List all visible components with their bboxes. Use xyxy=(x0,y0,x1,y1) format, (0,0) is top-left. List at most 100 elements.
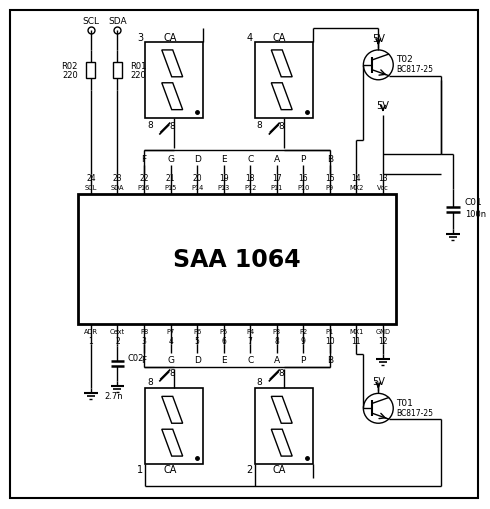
Text: E: E xyxy=(221,155,226,163)
Text: P11: P11 xyxy=(270,185,283,191)
Text: 220: 220 xyxy=(62,71,78,80)
Text: 12: 12 xyxy=(378,336,388,346)
Text: F: F xyxy=(142,155,147,163)
Text: Vcc: Vcc xyxy=(377,185,389,191)
Text: T01: T01 xyxy=(396,398,413,407)
Bar xyxy=(255,43,313,119)
Text: G: G xyxy=(167,155,174,163)
Text: G: G xyxy=(167,355,174,364)
Text: CA: CA xyxy=(163,33,176,43)
Text: 10: 10 xyxy=(325,336,335,346)
Text: P14: P14 xyxy=(191,185,203,191)
Text: 4: 4 xyxy=(247,33,253,43)
Text: 8: 8 xyxy=(170,368,175,377)
Text: 8: 8 xyxy=(279,122,285,131)
Text: 5V: 5V xyxy=(372,34,385,44)
Text: T02: T02 xyxy=(396,55,413,64)
Text: 8: 8 xyxy=(257,377,263,386)
Text: P12: P12 xyxy=(244,185,256,191)
Text: CA: CA xyxy=(273,33,286,43)
Text: BC817-25: BC817-25 xyxy=(396,408,433,417)
Text: E: E xyxy=(221,355,226,364)
Text: P16: P16 xyxy=(138,185,150,191)
Text: R02: R02 xyxy=(62,62,78,71)
Text: D: D xyxy=(194,155,200,163)
Text: SDA: SDA xyxy=(108,16,127,25)
Text: 8: 8 xyxy=(170,122,175,131)
Text: P15: P15 xyxy=(164,185,177,191)
Text: 5: 5 xyxy=(195,336,199,346)
Text: C01: C01 xyxy=(465,197,483,206)
Text: Cext: Cext xyxy=(110,328,125,334)
Text: D: D xyxy=(194,355,200,364)
Polygon shape xyxy=(271,51,292,78)
Text: R01: R01 xyxy=(130,62,147,71)
Text: 17: 17 xyxy=(272,174,282,183)
Text: 11: 11 xyxy=(352,336,361,346)
Bar xyxy=(255,389,313,464)
Text: SCL: SCL xyxy=(82,16,99,25)
Text: 4: 4 xyxy=(168,336,173,346)
Text: A: A xyxy=(274,155,280,163)
Text: P10: P10 xyxy=(297,185,310,191)
Text: 20: 20 xyxy=(192,174,202,183)
Text: 2: 2 xyxy=(246,464,253,474)
Polygon shape xyxy=(271,83,292,110)
Text: 18: 18 xyxy=(245,174,255,183)
Bar xyxy=(146,389,203,464)
Text: P8: P8 xyxy=(140,328,148,334)
Text: P4: P4 xyxy=(246,328,254,334)
Text: 5V: 5V xyxy=(376,100,390,110)
Text: SDA: SDA xyxy=(111,185,124,191)
Text: 5V: 5V xyxy=(372,377,385,387)
Text: 13: 13 xyxy=(378,174,388,183)
Text: 1: 1 xyxy=(89,336,93,346)
Text: P7: P7 xyxy=(167,328,175,334)
Text: P: P xyxy=(301,155,306,163)
Polygon shape xyxy=(162,83,183,110)
Polygon shape xyxy=(162,397,183,423)
Text: 22: 22 xyxy=(139,174,149,183)
Polygon shape xyxy=(162,51,183,78)
Text: 100n: 100n xyxy=(465,209,486,218)
Text: SAA 1064: SAA 1064 xyxy=(173,247,301,271)
Text: SCL: SCL xyxy=(85,185,97,191)
Text: 15: 15 xyxy=(325,174,335,183)
Text: 7: 7 xyxy=(248,336,253,346)
Text: 8: 8 xyxy=(279,368,285,377)
Bar xyxy=(77,195,396,324)
Text: CA: CA xyxy=(163,464,176,474)
Text: GND: GND xyxy=(375,328,391,334)
Text: 16: 16 xyxy=(298,174,308,183)
Text: 19: 19 xyxy=(219,174,228,183)
Text: P1: P1 xyxy=(326,328,334,334)
Polygon shape xyxy=(271,397,292,423)
Bar xyxy=(146,43,203,119)
Text: 24: 24 xyxy=(86,174,96,183)
Text: C02: C02 xyxy=(127,353,144,362)
Text: P6: P6 xyxy=(193,328,201,334)
Text: P2: P2 xyxy=(299,328,307,334)
Text: B: B xyxy=(327,155,333,163)
Text: C: C xyxy=(247,155,253,163)
Text: 1: 1 xyxy=(137,464,144,474)
Text: P5: P5 xyxy=(220,328,228,334)
Polygon shape xyxy=(162,430,183,456)
Text: B: B xyxy=(327,355,333,364)
Text: 8: 8 xyxy=(147,121,153,130)
Text: A: A xyxy=(274,355,280,364)
Text: 3: 3 xyxy=(137,33,144,43)
Text: 2.7n: 2.7n xyxy=(104,391,123,400)
Text: F: F xyxy=(142,355,147,364)
Text: P: P xyxy=(301,355,306,364)
Text: CA: CA xyxy=(273,464,286,474)
Text: P3: P3 xyxy=(273,328,281,334)
Text: 8: 8 xyxy=(274,336,279,346)
Text: 9: 9 xyxy=(301,336,306,346)
Text: 23: 23 xyxy=(113,174,122,183)
Text: 8: 8 xyxy=(147,377,153,386)
Text: 8: 8 xyxy=(257,121,263,130)
Polygon shape xyxy=(271,430,292,456)
Text: 2: 2 xyxy=(115,336,120,346)
Text: P9: P9 xyxy=(326,185,334,191)
